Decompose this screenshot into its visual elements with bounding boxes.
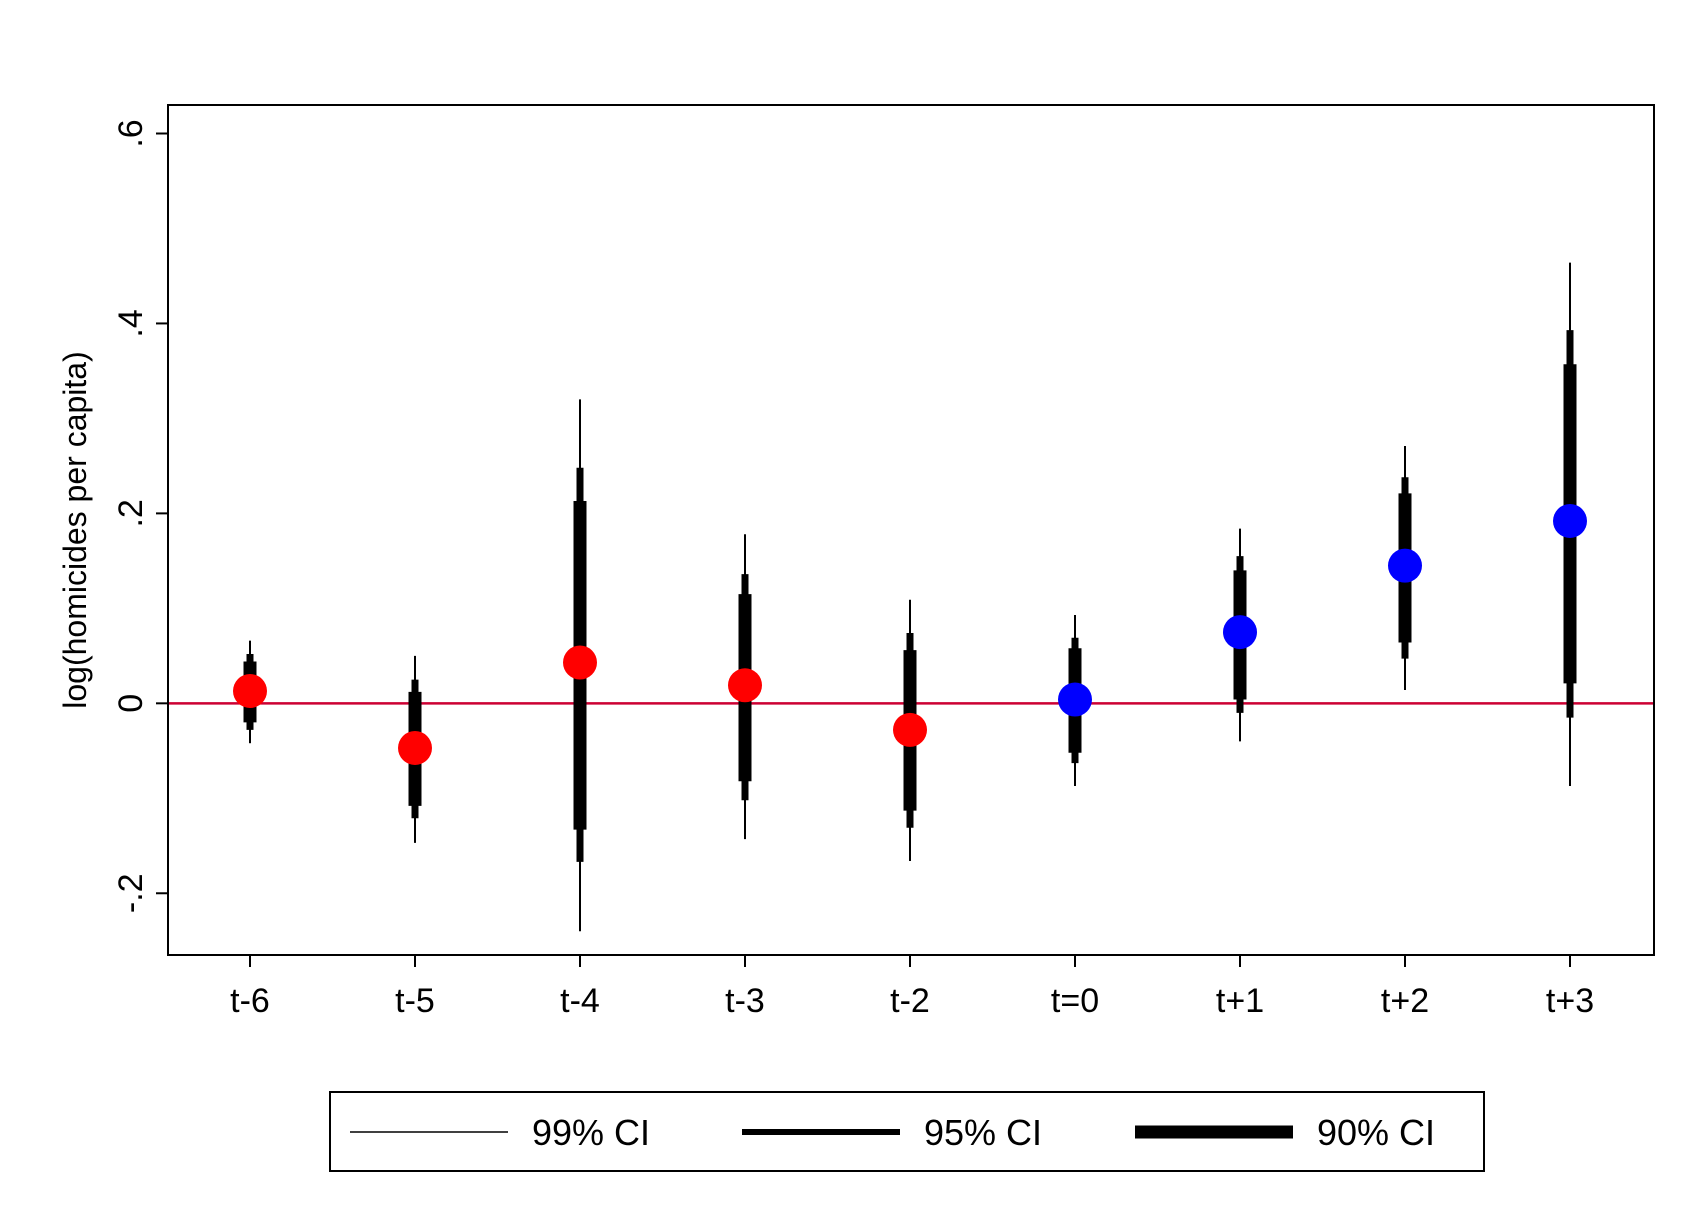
y-tick-label: .4 [112,309,150,337]
point-estimate [893,712,927,747]
point-estimate [1223,615,1257,650]
legend: 99% CI 95% CI 90% CI [329,1091,1485,1172]
x-tick-label: t-4 [560,982,600,1020]
point-estimate [233,673,267,708]
x-axis: t-6 t-5 t-4 t-3 t-2 t=0 t+1 t+2 t+3 [230,955,1594,1020]
x-tick-label: t-6 [230,982,270,1020]
y-axis-title: log(homicides per capita) [57,351,93,709]
point-estimate [1553,503,1587,538]
x-tick-label: t-2 [890,982,930,1020]
legend-label-1: 99% CI [532,1112,650,1153]
x-tick-label: t-5 [395,982,435,1020]
y-tick-label: .6 [112,119,150,147]
y-tick-label: 0 [112,694,150,713]
point-estimate [1058,682,1092,717]
plot-area [168,262,1654,932]
point-estimate [1388,548,1422,583]
legend-label-2: 95% CI [924,1112,1042,1153]
y-axis: -.2 0 .2 .4 .6 [112,119,168,913]
x-tick-label: t+2 [1381,982,1429,1020]
x-tick-label: t+1 [1216,982,1264,1020]
x-tick-label: t+3 [1546,982,1594,1020]
legend-label-3: 90% CI [1317,1112,1435,1153]
point-estimate [728,668,762,703]
y-tick-label: -.2 [112,873,150,913]
x-tick-label: t=0 [1051,982,1099,1020]
y-tick-label: .2 [112,499,150,527]
x-tick-label: t-3 [725,982,765,1020]
point-estimate [398,730,432,765]
point-estimate [563,645,597,680]
